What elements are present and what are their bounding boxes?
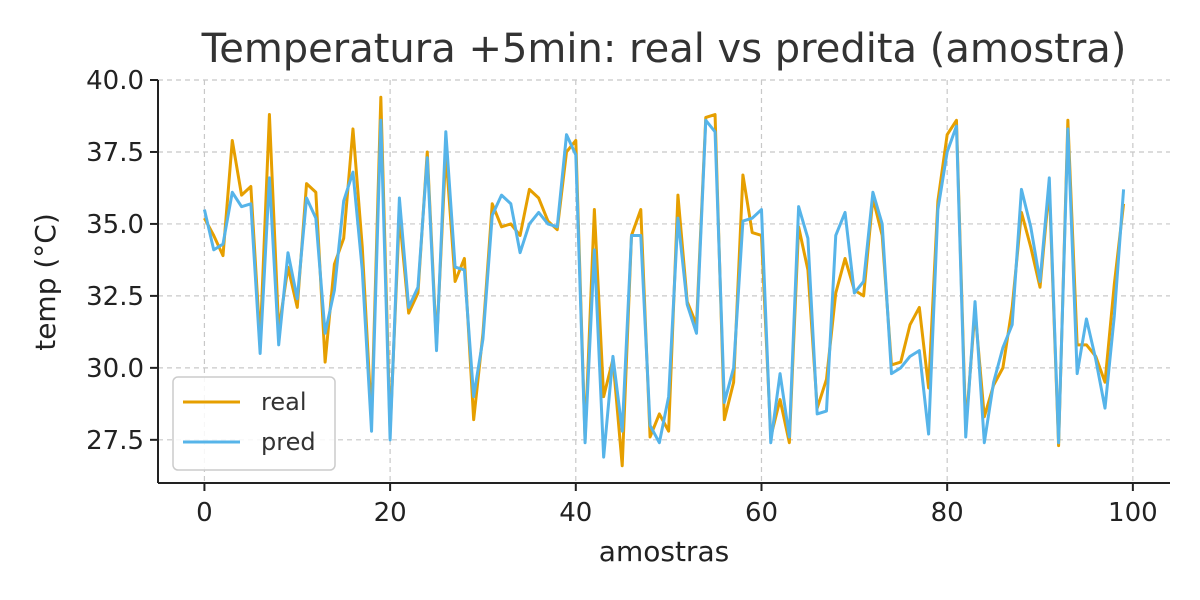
- x-tick-label: 80: [931, 498, 964, 528]
- x-axis-ticks: 0 20 40 60 80 100: [196, 483, 1158, 528]
- series-line-pred: [202, 118, 1126, 459]
- chart-title: Temperatura +5min: real vs predita (amos…: [201, 26, 1127, 72]
- y-tick-label: 27.5: [86, 426, 144, 456]
- y-tick-label: 40.0: [86, 66, 144, 96]
- y-tick-label: 30.0: [86, 354, 144, 384]
- x-tick-label: 20: [374, 498, 407, 528]
- y-tick-label: 37.5: [86, 138, 144, 168]
- legend-label-real: real: [261, 388, 306, 416]
- series-lines: [202, 95, 1126, 468]
- y-tick-label: 32.5: [86, 282, 144, 312]
- x-tick-label: 60: [745, 498, 778, 528]
- legend-box: [172, 376, 336, 471]
- x-tick-label: 100: [1108, 498, 1158, 528]
- legend: real pred: [172, 376, 336, 471]
- x-tick-label: 40: [559, 498, 592, 528]
- x-tick-label: 0: [196, 498, 213, 528]
- x-axis-label: amostras: [599, 535, 729, 568]
- y-axis-ticks: 27.5 30.0 32.5 35.0 37.5 40.0: [86, 66, 158, 456]
- y-tick-label: 35.0: [86, 210, 144, 240]
- axes: [157, 80, 1170, 484]
- y-axis-label: temp (°C): [29, 213, 62, 351]
- legend-label-pred: pred: [261, 428, 316, 456]
